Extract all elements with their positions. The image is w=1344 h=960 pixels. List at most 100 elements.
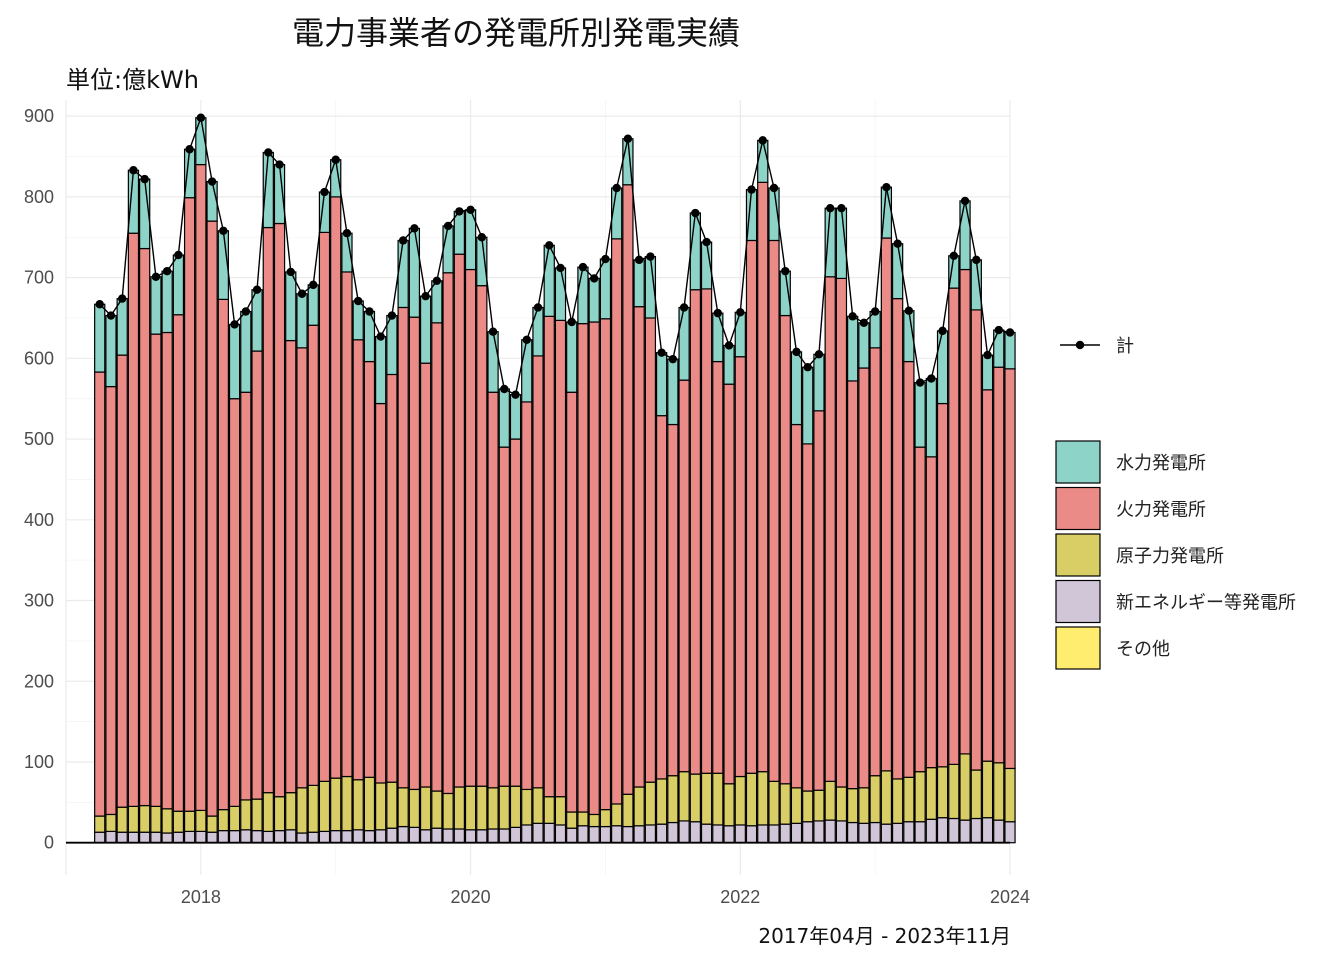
bar-segment	[869, 775, 881, 824]
bar-segment	[94, 831, 106, 844]
bar-segment	[296, 832, 308, 844]
bar-segment	[532, 787, 544, 824]
y-tick-label: 400	[24, 510, 54, 530]
total-point	[825, 203, 835, 213]
bar-segment	[678, 379, 690, 773]
total-point	[983, 350, 992, 360]
bar-segment	[318, 780, 331, 833]
total-point	[365, 307, 374, 316]
bar-segment	[903, 776, 915, 823]
bar-segment	[397, 239, 409, 309]
bar-segment	[105, 830, 117, 844]
bar-segment	[599, 258, 612, 320]
bar-segment	[105, 385, 117, 816]
bar-segment	[554, 796, 567, 826]
bar-segment	[757, 139, 769, 183]
bar-segment	[509, 826, 522, 844]
y-tick-label: 800	[24, 187, 54, 207]
bar-segment	[936, 330, 949, 405]
total-point	[398, 236, 408, 245]
bar-segment	[655, 778, 668, 825]
bar-segment	[408, 788, 421, 828]
total-point	[533, 303, 543, 312]
bar-segment	[543, 244, 555, 317]
bar-segment	[251, 289, 263, 352]
bar-segment	[150, 831, 162, 844]
legend-swatch	[1055, 486, 1101, 531]
bar-segment	[206, 220, 218, 817]
bar-segment	[543, 315, 555, 798]
bar-segment	[813, 353, 825, 412]
bar-segment	[712, 824, 724, 844]
total-point	[511, 390, 520, 399]
bar-segment	[476, 785, 488, 831]
bar-segment	[925, 818, 937, 844]
bar-segment	[228, 398, 241, 807]
bar-segment	[330, 777, 342, 832]
bar-segment	[779, 823, 791, 844]
bar-segment	[1004, 331, 1016, 370]
total-point	[915, 378, 925, 387]
total-point	[162, 266, 172, 276]
bar-segment	[139, 831, 151, 844]
bar-segment	[970, 769, 982, 820]
bar-segment	[397, 787, 409, 828]
bar-segment	[678, 820, 690, 844]
bar-segment	[566, 321, 578, 393]
bar-segment	[712, 772, 724, 826]
total-point	[702, 237, 711, 247]
total-series-line	[99, 115, 1011, 396]
bar-segment	[217, 298, 229, 811]
bar-segment	[577, 323, 589, 813]
bar-segment	[296, 787, 308, 834]
bar-segment	[262, 792, 274, 833]
total-point	[466, 205, 475, 214]
bar-segment	[1004, 821, 1016, 844]
bar-segment	[352, 829, 364, 844]
bar-segment	[734, 775, 746, 826]
bar-segment	[1004, 767, 1016, 823]
bar-segment	[622, 793, 634, 828]
y-tick-label: 900	[24, 106, 54, 126]
total-point	[623, 134, 633, 143]
bar-segment	[419, 362, 432, 788]
bar-segment	[700, 823, 713, 844]
bar-segment	[341, 775, 353, 832]
bar-segment	[386, 314, 398, 376]
bar-segment	[419, 829, 432, 844]
bar-segment	[790, 787, 803, 824]
bar-segment	[981, 817, 994, 844]
bar-segment	[644, 781, 657, 826]
bar-segment	[802, 790, 814, 823]
bar-segment	[981, 354, 994, 391]
bar-segment	[285, 829, 297, 844]
total-point	[736, 308, 745, 317]
bar-segment	[195, 809, 207, 833]
bar-segment	[723, 783, 735, 827]
total-point	[724, 341, 734, 350]
total-point	[713, 308, 723, 318]
bar-segment	[442, 225, 454, 274]
bar-segment	[779, 783, 791, 825]
legend-label: その他	[1116, 639, 1170, 660]
bar-segment	[386, 781, 398, 829]
bar-segment	[993, 366, 1005, 764]
bar-segment	[802, 366, 814, 445]
bar-segment	[1004, 368, 1016, 770]
bar-segment	[745, 239, 758, 774]
bar-segment	[678, 306, 690, 381]
bar-segment	[442, 792, 454, 830]
bar-segment	[150, 276, 162, 335]
bar-segment	[970, 817, 982, 844]
bar-segment	[498, 785, 510, 830]
total-point	[185, 145, 194, 154]
bar-segment	[116, 354, 128, 808]
bar-segment	[251, 798, 263, 832]
total-point	[230, 320, 239, 329]
bar-segment	[667, 423, 679, 777]
bar-segment	[453, 210, 465, 255]
chart-caption: 2017年04月 - 2023年11月	[758, 924, 1011, 948]
bar-segment	[588, 813, 600, 828]
total-point	[904, 306, 914, 315]
x-axis-ticks: 2018 2020 2022 2024	[181, 887, 1030, 907]
